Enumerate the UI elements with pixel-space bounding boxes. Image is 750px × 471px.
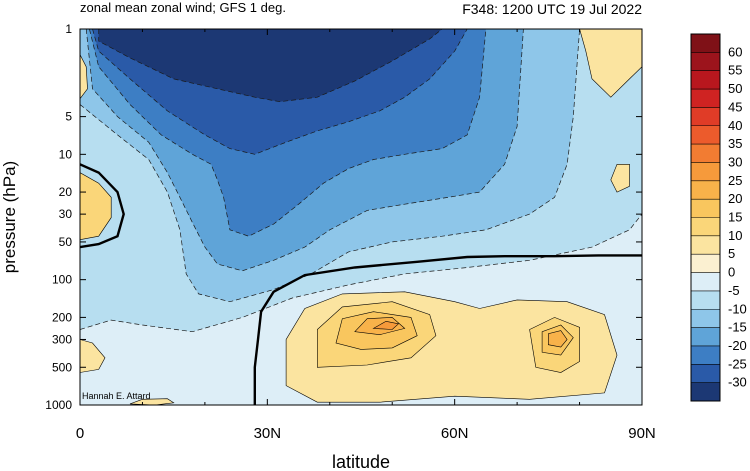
colorbar-swatch: [691, 89, 720, 108]
colorbar-swatch: [691, 52, 720, 71]
colorbar-label: 60: [728, 44, 742, 59]
y-tick-label: 200: [52, 310, 72, 324]
plot-frame: [79, 28, 643, 406]
colorbar-label: 45: [728, 99, 742, 114]
x-axis: 0 30N 60N 90N: [76, 29, 656, 442]
colorbar-label: -10: [728, 301, 747, 316]
y-tick-label: 300: [52, 332, 72, 346]
colorbar-label: -30: [728, 375, 747, 390]
y-tick-label: 5: [65, 110, 72, 124]
colorbar-label: 50: [728, 81, 742, 96]
y-tick-label: 10: [59, 147, 73, 161]
colorbar-label: 25: [728, 173, 742, 188]
colorbar-swatch: [691, 235, 720, 255]
colorbar: 605550454035302520151050-5-10-15-20-25-3…: [690, 33, 747, 402]
colorbar-label: 55: [728, 63, 742, 78]
y-tick-label: 50: [59, 235, 73, 249]
positive-region-subtropical-easterly: [80, 172, 112, 241]
x-tick-label: 30N: [254, 425, 282, 442]
x-tick-label: 90N: [628, 425, 656, 442]
colorbar-label: -5: [728, 283, 740, 298]
y-tick-label: 30: [59, 207, 73, 221]
positive-region-jet-25: [372, 320, 400, 330]
colorbar-swatch: [691, 254, 720, 273]
colorbar-swatch: [691, 70, 720, 90]
colorbar-swatch: [691, 327, 720, 347]
colorbar-label: 20: [728, 191, 742, 206]
y-tick-label: 1: [65, 22, 72, 36]
x-axis-label: latitude: [332, 452, 390, 471]
contour-line-neg15: [85, 29, 524, 272]
positive-region-polar-20: [548, 330, 568, 348]
y-tick-label: 500: [52, 360, 72, 374]
positive-region-low-left-patch: [80, 339, 106, 373]
y-axis: 1 5 10 20 30 50 100 200 300 500 1000: [45, 22, 642, 412]
colorbar-swatch: [691, 199, 720, 218]
y-tick-label: 1000: [45, 398, 72, 412]
colorbar-label: 10: [728, 228, 742, 243]
colorbar-label: 30: [728, 155, 742, 170]
credit-label: Hannah E. Attard: [82, 391, 151, 401]
zero-line-midlatitude: [253, 254, 642, 405]
zero-line-subtropical: [80, 163, 125, 249]
contour-fill-neg30: [80, 29, 443, 102]
colorbar-swatch: [691, 180, 720, 200]
x-tick-label: 0: [76, 425, 84, 442]
contour-line-neg30: [98, 29, 443, 103]
positive-region-right-edge-patch: [610, 164, 630, 193]
colorbar-label: 35: [728, 136, 742, 151]
contour-line-neg10: [80, 29, 580, 303]
colorbar-swatch: [691, 217, 720, 237]
colorbar-swatch: [691, 290, 720, 310]
x-tick-label: 60N: [441, 425, 469, 442]
contour-line-neg20: [89, 29, 487, 237]
colorbar-swatch: [691, 345, 720, 365]
contour-line-neg5: [80, 213, 642, 333]
colorbar-label: -15: [728, 320, 747, 335]
colorbar-label: 15: [728, 210, 742, 225]
colorbar-swatch: [691, 125, 720, 145]
colorbar-swatch: [691, 364, 720, 383]
chart-title-right: F348: 1200 UTC 19 Jul 2022: [462, 1, 642, 17]
colorbar-swatch: [691, 162, 720, 182]
colorbar-swatch: [691, 34, 720, 53]
colorbar-label: -25: [728, 356, 747, 371]
y-tick-label: 100: [52, 273, 72, 287]
positive-region-top-right-patch: [579, 29, 642, 98]
colorbar-swatch: [691, 382, 720, 402]
plot-contour-lines: [80, 29, 642, 405]
colorbar-label: 0: [728, 265, 735, 280]
chart-title-left: zonal mean zonal wind; GFS 1 deg.: [80, 0, 286, 15]
colorbar-label: -20: [728, 338, 747, 353]
colorbar-swatch: [691, 272, 720, 292]
colorbar-swatch: [691, 309, 720, 328]
colorbar-label: 40: [728, 118, 742, 133]
y-tick-label: 20: [59, 185, 73, 199]
colorbar-swatch: [691, 107, 720, 127]
colorbar-swatch: [691, 144, 720, 163]
contour-line-neg25: [92, 29, 468, 155]
plot-fill: [80, 29, 642, 405]
colorbar-label: 5: [728, 246, 735, 261]
y-axis-label: pressure (hPa): [0, 161, 19, 273]
positive-region-left-edge-patch: [80, 54, 88, 100]
